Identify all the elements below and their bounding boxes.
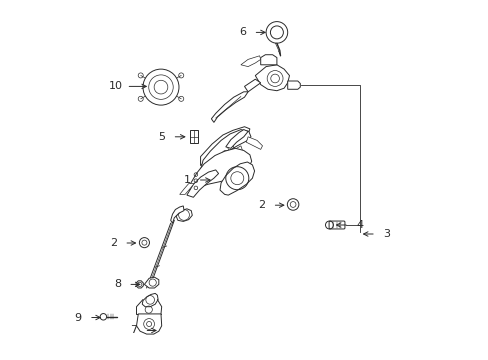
Text: 4: 4 [355, 220, 363, 230]
Polygon shape [200, 130, 250, 175]
Polygon shape [211, 92, 247, 122]
Polygon shape [220, 162, 254, 195]
Polygon shape [206, 157, 230, 175]
Polygon shape [176, 209, 192, 221]
Polygon shape [189, 148, 251, 190]
Text: 3: 3 [383, 229, 389, 239]
Polygon shape [260, 55, 276, 65]
Text: 5: 5 [158, 132, 165, 142]
Polygon shape [186, 170, 218, 197]
Text: 2: 2 [258, 200, 265, 210]
Polygon shape [287, 81, 300, 89]
Polygon shape [142, 293, 158, 307]
Text: 10: 10 [108, 81, 122, 91]
Polygon shape [136, 314, 162, 334]
Text: 2: 2 [110, 238, 117, 248]
Polygon shape [144, 277, 159, 288]
Polygon shape [255, 65, 289, 91]
FancyBboxPatch shape [328, 221, 344, 229]
Text: 8: 8 [114, 279, 121, 289]
Polygon shape [219, 146, 242, 164]
Polygon shape [189, 130, 197, 143]
Polygon shape [225, 130, 247, 148]
Polygon shape [200, 127, 249, 166]
Text: 9: 9 [75, 312, 81, 323]
Polygon shape [179, 184, 194, 194]
Text: 7: 7 [130, 325, 137, 336]
Polygon shape [136, 281, 143, 288]
Text: 6: 6 [239, 27, 245, 37]
Polygon shape [170, 206, 183, 223]
Text: 1: 1 [183, 175, 190, 185]
Polygon shape [244, 79, 260, 92]
Polygon shape [241, 56, 260, 67]
Polygon shape [246, 137, 262, 149]
